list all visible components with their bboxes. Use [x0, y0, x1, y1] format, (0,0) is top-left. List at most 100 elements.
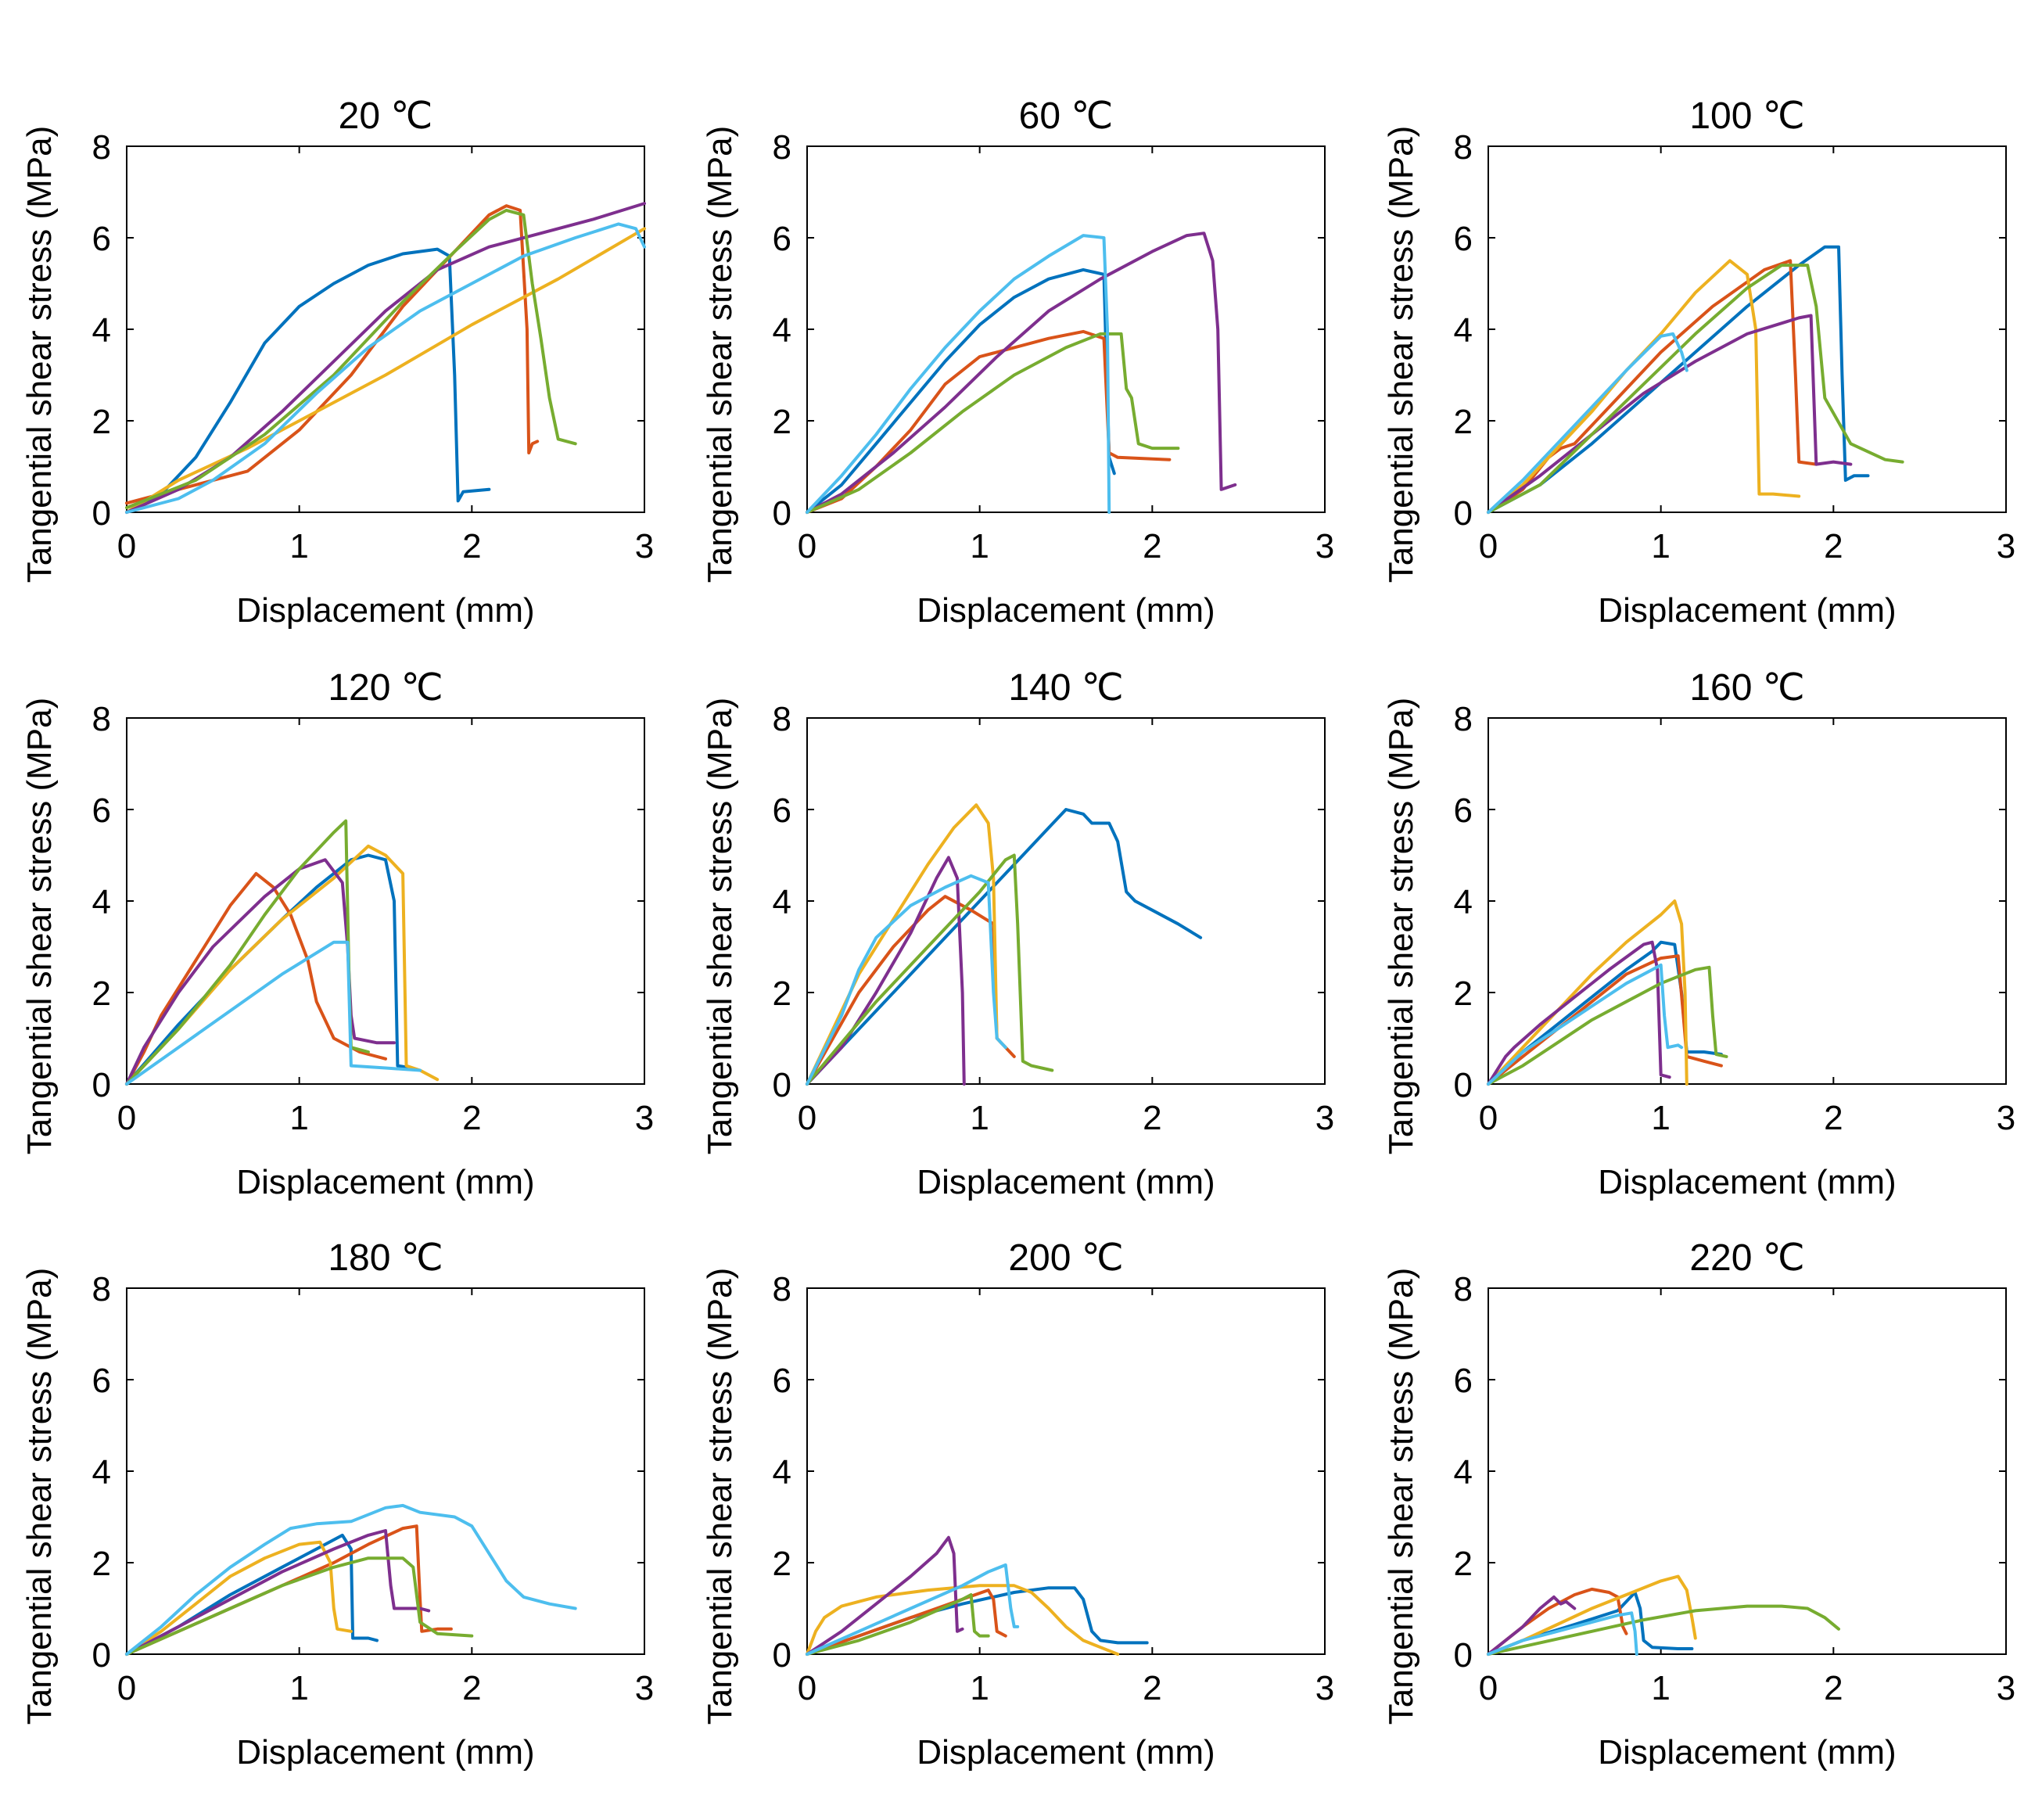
y-axis-label: Tangential shear stress (MPa) — [1382, 126, 1420, 583]
series-line-4 — [806, 1535, 964, 1656]
x-axis-label: Displacement (mm) — [1598, 591, 1896, 630]
panel-9: 220 ℃ 0 1 2 3 0 2 4 6 8 Displacement (mm) Tangentia… — [1382, 1237, 2015, 1772]
series-line-2 — [806, 895, 1016, 1086]
x-axis-label: Displacement (mm) — [917, 1163, 1215, 1201]
y-tick-label: 6 — [92, 1362, 111, 1400]
x-tick-label: 1 — [970, 1669, 989, 1707]
series-line-5 — [1487, 1604, 1840, 1656]
series-line-2 — [806, 329, 1172, 514]
x-axis-label: Displacement (mm) — [1598, 1733, 1896, 1772]
plot-frame — [1488, 717, 2007, 1085]
x-tick-label: 0 — [117, 527, 136, 565]
y-tick-label: 6 — [1454, 220, 1473, 258]
y-tick-label: 0 — [92, 494, 111, 533]
y-tick-label: 8 — [92, 128, 111, 167]
series-line-3 — [806, 1584, 1120, 1656]
x-tick-label: 0 — [117, 1669, 136, 1707]
panel-1: 20 ℃ 0 1 2 3 0 2 4 6 8 Displacement (mm) Tangential… — [20, 95, 654, 630]
x-tick-label: 1 — [289, 1669, 308, 1707]
y-tick-label: 6 — [92, 792, 111, 830]
y-tick-label: 8 — [773, 128, 791, 167]
x-tick-label: 1 — [970, 527, 989, 565]
panel-title: 220 ℃ — [1689, 1237, 1804, 1279]
x-tick-label: 2 — [462, 527, 481, 565]
x-axis-label: Displacement (mm) — [917, 1733, 1215, 1772]
x-axis-label: Displacement (mm) — [1598, 1163, 1896, 1201]
y-tick-label: 0 — [773, 494, 791, 533]
series-line-4 — [125, 202, 646, 514]
panel-title: 20 ℃ — [339, 95, 433, 137]
x-tick-label: 0 — [798, 527, 816, 565]
y-tick-label: 6 — [773, 792, 791, 830]
y-tick-label: 8 — [1454, 128, 1473, 167]
series-line-4 — [806, 856, 966, 1086]
plot-frame — [806, 717, 1326, 1085]
x-tick-label: 0 — [117, 1099, 136, 1137]
series-line-2 — [125, 204, 540, 505]
panel-title: 180 ℃ — [328, 1237, 443, 1279]
series-line-1 — [1487, 940, 1723, 1086]
y-tick-label: 4 — [1454, 311, 1473, 350]
y-tick-label: 4 — [92, 311, 111, 350]
series-line-4 — [1487, 1595, 1577, 1656]
x-tick-label: 1 — [289, 1099, 308, 1137]
y-tick-label: 4 — [773, 883, 791, 921]
x-tick-label: 3 — [1315, 1099, 1334, 1137]
panel-title: 100 ℃ — [1689, 95, 1804, 137]
y-axis-label: Tangential shear stress (MPa) — [701, 1268, 739, 1725]
panel-6: 160 ℃ 0 1 2 3 0 2 4 6 8 Displacement (mm) Tangentia… — [1382, 667, 2015, 1201]
y-tick-label: 0 — [1454, 494, 1473, 533]
x-tick-label: 0 — [1479, 1669, 1498, 1707]
y-tick-label: 0 — [1454, 1066, 1473, 1104]
y-tick-label: 6 — [773, 1362, 791, 1400]
series-line-3 — [806, 232, 1237, 514]
series-line-2 — [125, 871, 387, 1086]
x-tick-label: 1 — [970, 1099, 989, 1137]
y-tick-label: 8 — [1454, 1270, 1473, 1308]
x-tick-label: 2 — [1824, 527, 1843, 565]
y-axis-label: Tangential shear stress (MPa) — [701, 126, 739, 583]
panel-5: 140 ℃ 0 1 2 3 0 2 4 6 8 Displacement (mm) Tangentia… — [701, 667, 1334, 1201]
series-line-5 — [806, 853, 1054, 1086]
x-tick-label: 2 — [462, 1099, 481, 1137]
x-axis-label: Displacement (mm) — [236, 1733, 534, 1772]
series-line-6 — [125, 1503, 577, 1656]
series-line-6 — [125, 222, 646, 514]
series-line-4 — [1487, 314, 1853, 514]
panel-7: 180 ℃ 0 1 2 3 0 2 4 6 8 Displacement (mm) Tangentia… — [20, 1237, 654, 1772]
y-tick-label: 0 — [92, 1066, 111, 1104]
x-tick-label: 1 — [1651, 527, 1670, 565]
series-line-1 — [806, 808, 1203, 1086]
x-tick-label: 1 — [289, 527, 308, 565]
x-tick-label: 3 — [635, 1099, 654, 1137]
y-axis-label: Tangential shear stress (MPa) — [20, 126, 59, 583]
y-tick-label: 2 — [773, 975, 791, 1013]
x-tick-label: 2 — [1824, 1099, 1843, 1137]
y-tick-label: 4 — [1454, 883, 1473, 921]
series-line-6 — [1487, 963, 1684, 1086]
y-tick-label: 8 — [1454, 700, 1473, 738]
series-line-5 — [125, 208, 577, 510]
y-tick-label: 4 — [92, 883, 111, 921]
x-tick-label: 1 — [1651, 1099, 1670, 1137]
series-line-4 — [806, 332, 1180, 514]
x-tick-label: 3 — [1997, 1669, 2015, 1707]
panel-title: 60 ℃ — [1019, 95, 1114, 137]
series-line-1 — [125, 1533, 379, 1656]
series-line-6 — [1487, 1611, 1638, 1656]
series-line-3 — [125, 844, 440, 1086]
plot-frame — [126, 1287, 645, 1655]
y-tick-label: 2 — [1454, 1545, 1473, 1583]
panel-8: 200 ℃ 0 1 2 3 0 2 4 6 8 Displacement (mm) Tangentia… — [701, 1237, 1334, 1772]
series-line-3 — [806, 803, 1007, 1086]
series-line-4 — [1487, 940, 1671, 1086]
series-line-3 — [125, 1540, 353, 1656]
y-tick-label: 2 — [92, 975, 111, 1013]
x-tick-label: 2 — [1824, 1669, 1843, 1707]
y-axis-label: Tangential shear stress (MPa) — [1382, 698, 1420, 1154]
x-tick-label: 0 — [798, 1669, 816, 1707]
panel-4: 120 ℃ 0 1 2 3 0 2 4 6 8 Displacement (mm) Tangentia… — [20, 667, 654, 1201]
y-tick-label: 2 — [92, 1545, 111, 1583]
panel-title: 160 ℃ — [1689, 667, 1804, 709]
y-tick-label: 6 — [92, 220, 111, 258]
